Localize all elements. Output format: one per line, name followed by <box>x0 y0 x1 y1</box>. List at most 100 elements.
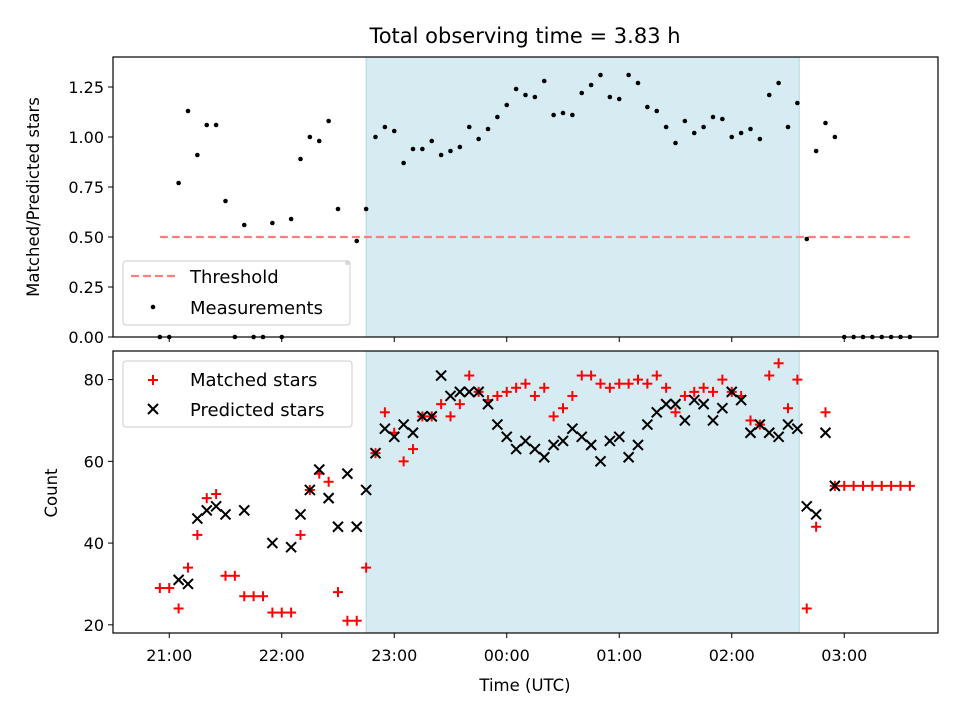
matched-star-point <box>895 480 906 491</box>
predicted-star-point <box>322 492 335 504</box>
predicted-star-point <box>810 508 822 521</box>
predicted-star-point <box>819 427 832 439</box>
matched-star-point <box>558 403 568 414</box>
predicted-star-point <box>407 427 419 439</box>
predicted-star-point <box>416 410 429 423</box>
matched-star-point <box>708 386 718 397</box>
y-tick-label: 0.00 <box>68 328 104 347</box>
measurement-point <box>645 104 650 110</box>
measurement-point <box>354 238 360 244</box>
matched-star-point <box>201 493 212 504</box>
measurement-point <box>523 92 528 98</box>
matched-star-point <box>258 591 268 602</box>
measurement-point <box>823 120 828 126</box>
predicted-star-point <box>201 504 213 517</box>
measurement-point <box>720 116 725 122</box>
measurement-point <box>382 124 388 130</box>
predicted-star-point <box>510 443 522 455</box>
measurement-point <box>185 108 191 114</box>
measurement-point <box>795 100 800 106</box>
predicted-star-point <box>472 386 485 398</box>
matched-star-point <box>248 591 259 602</box>
predicted-star-point <box>669 398 682 410</box>
y-tick-label: 1.25 <box>68 78 104 97</box>
matched-star-point <box>379 407 390 418</box>
x-tick-label: 00:00 <box>484 646 530 665</box>
measurement-point <box>176 180 181 186</box>
predicted-star-point <box>482 398 494 410</box>
y-tick-label: 40 <box>84 534 104 553</box>
matched-star-point <box>773 358 784 369</box>
x-axis-ticks: 21:00 22:00 23:00 00:00 01:00 02:00 03:00 <box>146 633 867 665</box>
predicted-star-point <box>622 451 635 463</box>
predicted-star-point <box>191 512 204 525</box>
matched-star-point <box>886 480 897 491</box>
predicted-star-point <box>435 369 447 382</box>
matched-star-point <box>604 382 615 393</box>
matched-star-point <box>839 480 850 491</box>
y-tick-label: 0.75 <box>68 178 104 197</box>
top-x-axis-ticks <box>168 337 845 342</box>
measurement-point <box>541 78 547 84</box>
predicted-star-point <box>360 484 372 496</box>
matched-star-point <box>492 390 503 401</box>
measurement-point <box>673 140 678 146</box>
predicted-star-point <box>763 427 775 439</box>
legend-box <box>122 360 353 428</box>
matched-star-point <box>811 521 822 532</box>
matched-star-point <box>529 390 540 401</box>
measurement-point <box>438 152 444 158</box>
measurement-point <box>391 128 397 134</box>
predicted-star-point <box>219 508 232 521</box>
matched-star-point <box>239 591 250 602</box>
matched-star-point <box>445 411 456 422</box>
measurement-point <box>448 148 453 154</box>
legend-predicted-swatch <box>147 403 159 415</box>
measurement-point <box>335 206 341 212</box>
matched-star-point <box>614 378 625 389</box>
measurement-point <box>588 82 594 88</box>
measurement-point <box>654 108 660 114</box>
predicted-star-point <box>369 447 382 459</box>
chart-title: Total observing time = 3.83 h <box>368 24 680 48</box>
measurement-point <box>776 80 781 86</box>
measurement-point <box>626 72 631 78</box>
matched-star-point <box>689 386 700 397</box>
measurement-point <box>307 134 313 140</box>
matched-star-point <box>211 489 222 500</box>
measurement-point <box>729 134 735 140</box>
matched-star-point <box>698 382 709 393</box>
matched-star-point <box>220 570 231 581</box>
matched-star-point <box>539 382 550 393</box>
measurement-point <box>485 126 491 132</box>
star-count-points <box>112 350 939 634</box>
y-tick-label: 1.00 <box>68 128 104 147</box>
predicted-star-point <box>182 578 194 590</box>
predicted-star-point <box>688 394 700 406</box>
measurement-point <box>532 94 538 100</box>
predicted-star-point <box>266 537 279 549</box>
measurement-point <box>195 152 200 158</box>
axes-frame <box>112 350 939 634</box>
measurement-point <box>635 80 641 86</box>
measurement-point <box>401 160 406 166</box>
observing-interval-band <box>365 350 800 634</box>
predicted-star-point <box>285 541 297 553</box>
measurement-point <box>298 156 303 162</box>
measurement-point <box>813 148 819 154</box>
measurement-point <box>204 122 210 128</box>
predicted-star-point <box>791 422 804 435</box>
legend-label: Threshold <box>189 267 279 288</box>
x-tick-label: 22:00 <box>259 646 305 665</box>
x-tick-label: 03:00 <box>821 646 867 665</box>
measurement-point <box>457 144 463 150</box>
measurement-point <box>570 112 575 118</box>
matched-star-point <box>276 607 287 618</box>
matched-star-point <box>342 615 353 626</box>
predicted-star-point <box>726 386 738 398</box>
measurement-point <box>429 138 435 144</box>
measurement-point <box>757 136 763 142</box>
predicted-star-point <box>660 398 672 410</box>
matched-star-point <box>192 529 203 540</box>
